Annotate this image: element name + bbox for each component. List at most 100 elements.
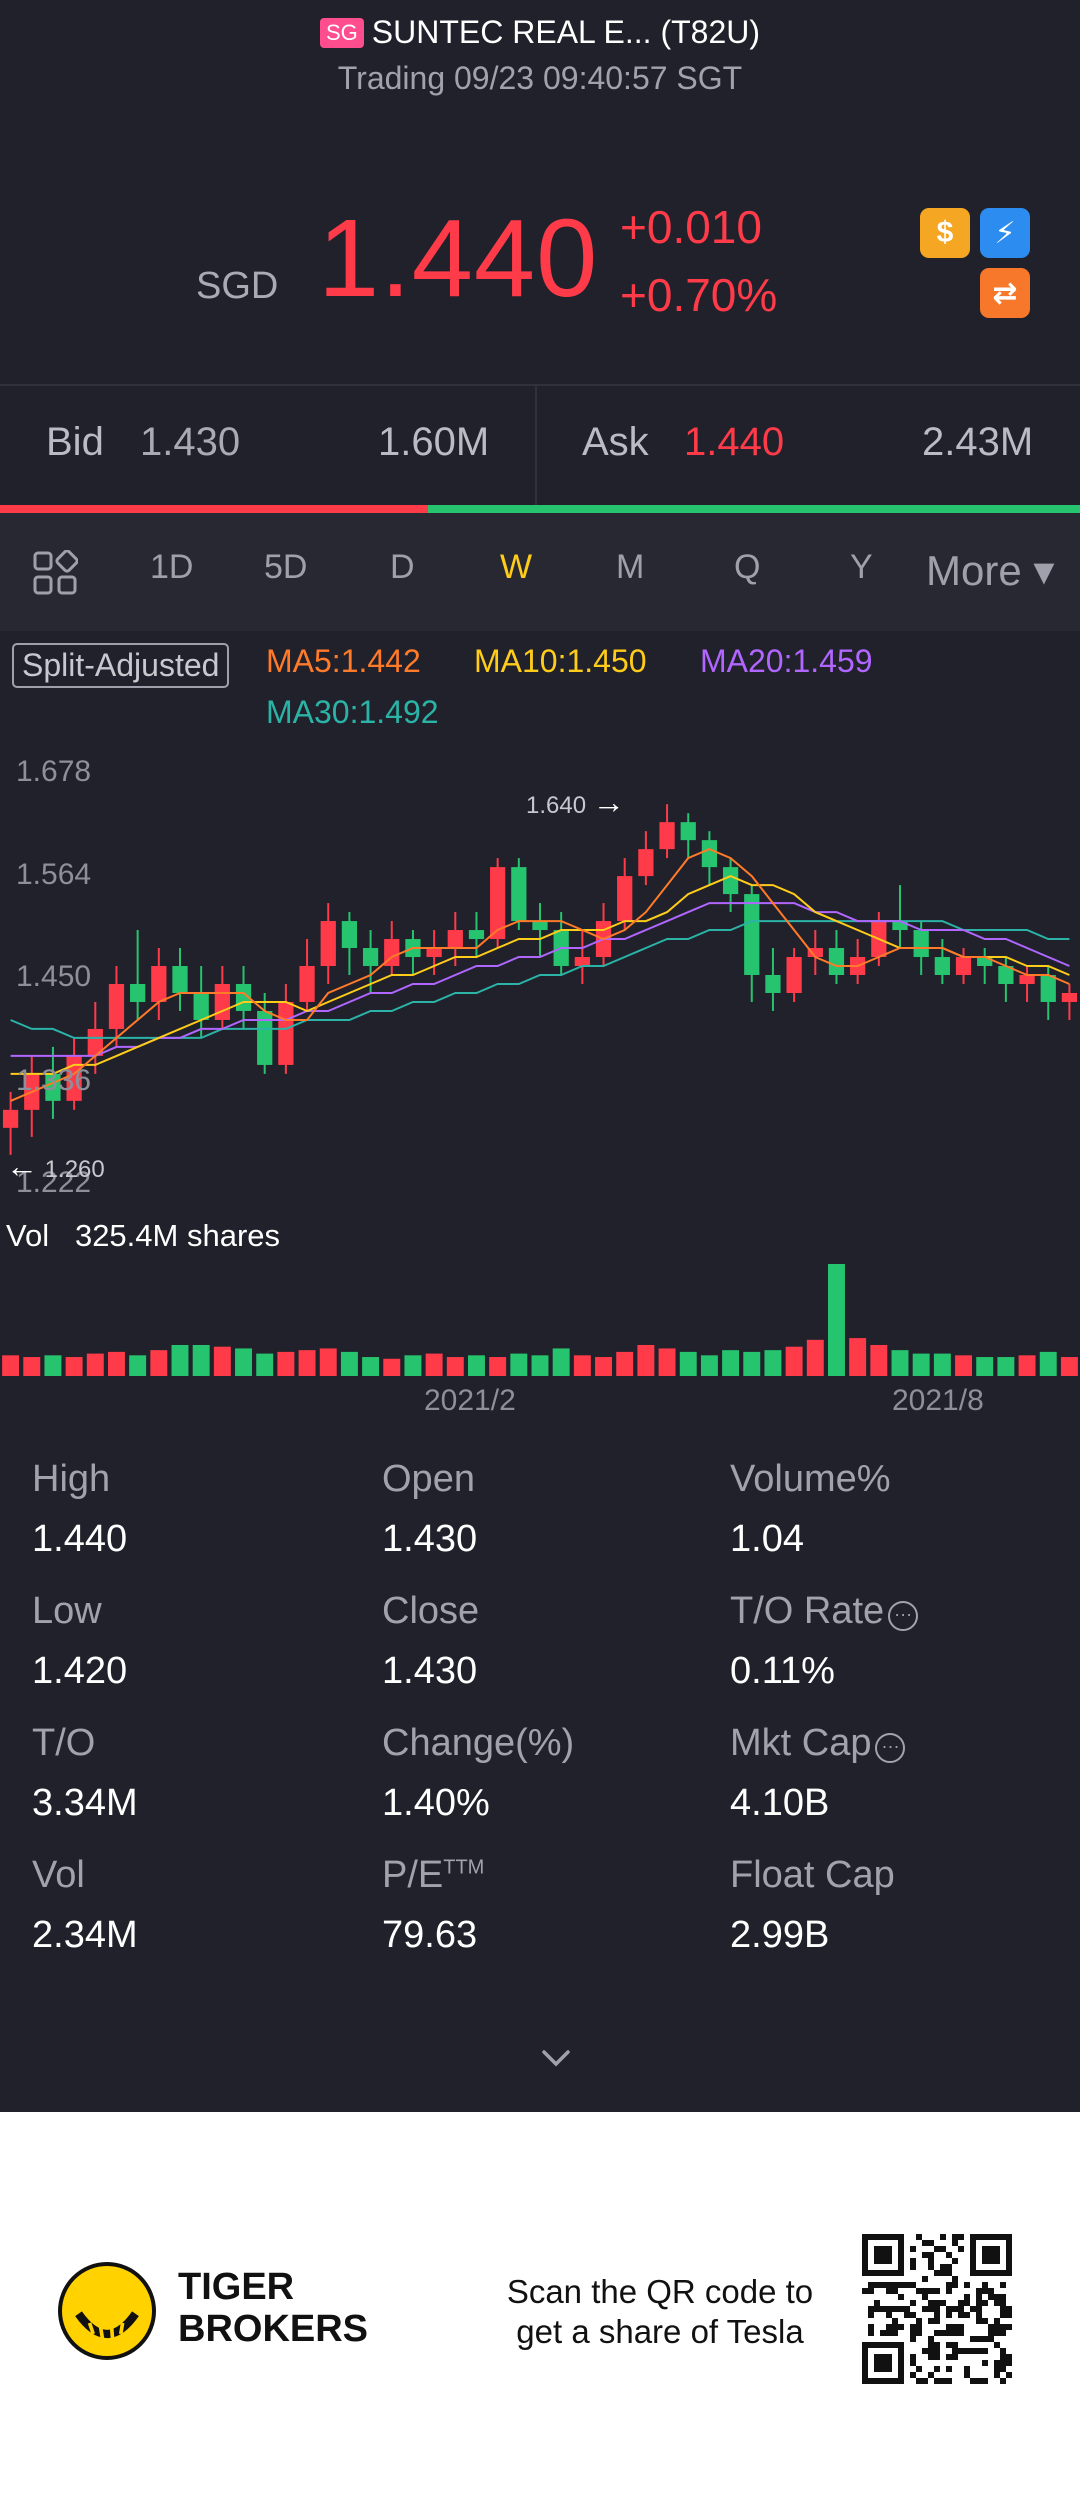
candle [299,966,315,1002]
bid-price: 1.430 [140,420,241,464]
candle [87,1028,103,1056]
info-icon[interactable]: ··· [875,1733,906,1763]
candle [807,948,823,958]
candle [977,957,993,967]
stat-label: Close [382,1590,480,1632]
candle [172,966,188,993]
dollar-icon[interactable]: $ [920,208,970,258]
volume-legend: Vol 325.4M shares [6,1218,281,1253]
candle [532,921,548,931]
tab-1d[interactable]: 1D [150,548,194,586]
volume-bar [404,1355,422,1376]
candle [955,957,972,975]
volume-bar [573,1355,591,1376]
candle [257,1010,273,1065]
low-marker: ← 1.260 [6,1148,105,1184]
candle [468,930,485,940]
candle [151,966,167,1002]
volume-bar [997,1357,1015,1376]
info-icon[interactable]: ··· [888,1601,919,1631]
promo-text: Scan the QR code to get a share of Tesla [506,2273,814,2350]
candle [193,992,209,1020]
volume-bar [933,1353,951,1376]
market-flag: SG [319,18,364,48]
volume-bar [362,1357,380,1376]
stat-label: Open [382,1458,475,1500]
brand-name: TIGER BROKERS [178,2266,369,2350]
volume-bar [319,1348,337,1376]
more-dropdown[interactable]: More ▾ [926,547,1055,594]
candle [638,849,654,877]
volume-bar [65,1357,83,1376]
volume-bar [489,1357,507,1376]
candle [786,957,802,993]
candle [2,1109,19,1128]
volume-bar [340,1351,358,1376]
tab-m[interactable]: M [616,548,645,586]
volume-bar [849,1338,867,1376]
candle [278,1001,294,1065]
y-tick: 1.450 [16,960,92,993]
candle [341,921,358,949]
volume-bar [976,1357,994,1376]
candle [680,822,696,841]
volume-bar [700,1355,718,1376]
ask-label: Ask [582,420,649,464]
bid-size: 1.60M [378,420,490,464]
stat-value: 1.420 [32,1650,128,1692]
y-tick: 1.678 [16,755,92,788]
volume-bar [1039,1351,1057,1376]
ma30-legend: MA30:1.492 [266,694,439,730]
kline-chart[interactable] [0,740,1080,1400]
stat-label: Change(%) [382,1722,575,1764]
candle [617,876,633,922]
qr-code-icon[interactable] [862,2234,1012,2384]
swap-icon[interactable]: ⇄ [980,268,1030,318]
currency-label: SGD [196,265,279,307]
volume-bar [23,1357,41,1376]
x-tick: 2021/8 [892,1384,984,1417]
y-tick: 1.222 [16,1166,92,1199]
tab-d[interactable]: D [390,548,415,586]
candle [214,983,230,1020]
volume-bar [955,1355,972,1376]
volume-bar [277,1351,295,1376]
flash-icon[interactable]: ⚡ [980,208,1030,258]
ma20-line [10,902,1070,1057]
grid-icon[interactable] [32,550,78,596]
high-marker: 1.640 → [526,784,625,820]
volume-bar [510,1353,528,1376]
period-tabs [0,513,1080,631]
tab-y[interactable]: Y [850,548,873,586]
ma20-legend: MA20:1.459 [700,643,873,679]
volume-bar [150,1350,168,1376]
price-change: +0.010 [620,201,762,253]
stat-label: Vol [32,1854,85,1896]
chevron-down-icon[interactable] [536,2046,576,2070]
candle [828,948,845,975]
tab-5d[interactable]: 5D [264,548,308,586]
stock-title: SG SUNTEC REAL E... (T82U) [0,14,1080,51]
stat-label: Float Cap [730,1854,895,1896]
candle [765,975,781,993]
stat-value: 4.10B [730,1782,830,1824]
volume-bar [912,1353,930,1376]
mkt-cap-label[interactable]: Mkt Cap ··· [730,1722,906,1765]
split-adjusted-toggle[interactable]: Split-Adjusted [12,643,230,688]
volume-bar [743,1351,761,1376]
stat-value: 79.63 [382,1914,478,1956]
candle [722,867,739,895]
tab-w[interactable]: W [500,548,533,586]
bid-label: Bid [46,420,104,464]
volume-bar [891,1350,909,1376]
tab-q[interactable]: Q [734,548,761,586]
trading-status: Trading 09/23 09:40:57 SGT [337,60,743,96]
ma5-legend: MA5:1.442 [266,643,421,679]
tiger-logo-icon [58,2262,156,2360]
candle [892,921,908,931]
pe-label: P/ETTM [382,1854,485,1896]
to-rate-label[interactable]: T/O Rate ··· [730,1590,919,1633]
stat-label: Volume% [730,1458,891,1500]
stat-value: 1.430 [382,1650,478,1692]
y-tick: 1.336 [16,1064,92,1097]
